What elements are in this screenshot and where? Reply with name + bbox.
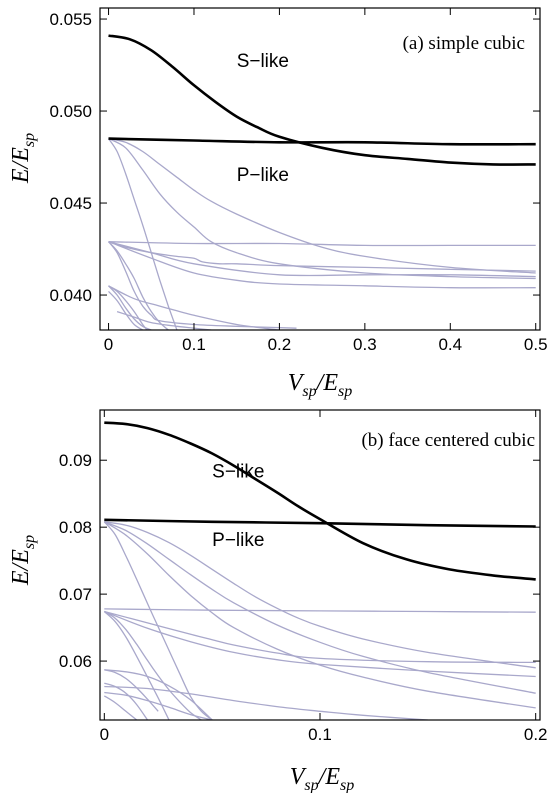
background-series-line-4 [108,241,536,247]
background-series-line-2 [104,521,536,694]
y-label-sub: sp [21,535,38,549]
panel-b-x-axis-label: Vsp/Esp [290,764,354,793]
plot-area-a [107,34,536,330]
x-label-sub2: sp [338,383,352,400]
y-tick-label: 0.055 [49,10,92,29]
y-label-main2: E [8,147,34,163]
x-label-slash: / [317,764,328,790]
main-series-line-2 [108,137,536,146]
x-label-sub: sp [302,383,316,400]
x-label-slash: / [315,370,326,396]
background-series-line-8 [103,610,202,720]
x-label-main2: E [322,370,338,396]
x-tick-label: 0 [100,725,109,744]
panel-a-x-axis-label: Vsp/Esp [288,370,352,400]
background-series-line-7 [104,610,536,678]
background-series-line-1 [108,137,536,274]
background-series-line-10 [108,285,148,330]
background-series-line-6 [108,241,536,278]
background-series-line-11 [104,669,213,720]
main-series-line-2 [104,518,536,528]
background-series-line-5 [104,608,536,613]
background-series-line-12 [108,285,280,330]
background-series-line-2 [108,138,536,280]
x-label-main: V [288,370,305,396]
main-series-line-1 [108,34,536,166]
x-label-sub2: sp [340,777,354,793]
svg-text:E/Esp: E/Esp [8,535,38,586]
y-tick-label: 0.040 [49,286,92,305]
y-tick-label: 0.050 [49,102,92,121]
x-tick-label: 0 [104,335,113,354]
x-tick-label: 0.2 [268,335,292,354]
x-tick-label: 0.2 [524,725,548,744]
background-series-line-3 [107,138,178,330]
s-like-label: S−like [237,51,289,72]
y-tick-label: 0.06 [59,652,92,671]
x-label-main2: E [324,764,340,790]
y-label-sub: sp [21,133,38,147]
panel-a-y-axis-label: E/Esp [8,133,38,184]
background-series-line-4 [103,521,213,720]
background-series-line-13 [108,290,144,330]
panel-a-simple-cubic: E/Esp Vsp/Esp (a) simple cubic 0 0.1 0.2 0.… [8,7,548,400]
x-tick-label: 0.4 [438,335,462,354]
background-series-line-7 [108,241,536,289]
background-series-line-6 [104,610,536,664]
panel-a-title: (a) simple cubic [403,33,525,54]
y-label-main: E [8,168,34,184]
panel-b-title: (b) face centered cubic [361,430,535,451]
y-tick-label: 0.045 [49,194,92,213]
main-series-line-1 [104,421,536,581]
p-like-label: P−like [212,530,264,551]
x-label-main: V [290,764,307,790]
background-series-line-1 [104,521,536,669]
s-like-label: S−like [212,462,264,483]
y-label-main2: E [8,549,34,565]
plot-area-b [103,421,536,720]
x-tick-label: 0.3 [353,335,377,354]
x-tick-label: 0.1 [308,725,332,744]
p-like-label: P−like [237,165,289,186]
background-series-line-13 [104,685,428,720]
panel-b-y-axis-label: E/Esp [8,535,38,586]
background-series-line-8 [108,241,169,330]
y-label-main: E [8,570,34,586]
svg-text:E/Esp: E/Esp [8,133,38,184]
background-series-line-3 [103,521,536,709]
background-series-line-11 [108,285,152,330]
background-series-line-9 [108,241,297,329]
y-tick-label: 0.09 [59,451,92,470]
background-series-line-14 [104,691,213,720]
background-series-line-9 [103,611,170,720]
x-label-sub: sp [304,777,318,793]
background-series-line-15 [103,695,138,720]
background-series-line-10 [104,669,159,712]
y-tick-label: 0.07 [59,585,92,604]
y-label-slash: / [8,561,34,572]
background-series-line-12 [104,682,149,720]
background-series-line-14 [116,310,212,330]
y-label-slash: / [8,159,34,170]
x-tick-label: 0.1 [182,335,206,354]
x-tick-label: 0.5 [524,335,548,354]
plot-frame-a [99,7,541,331]
y-tick-label: 0.08 [59,518,92,537]
